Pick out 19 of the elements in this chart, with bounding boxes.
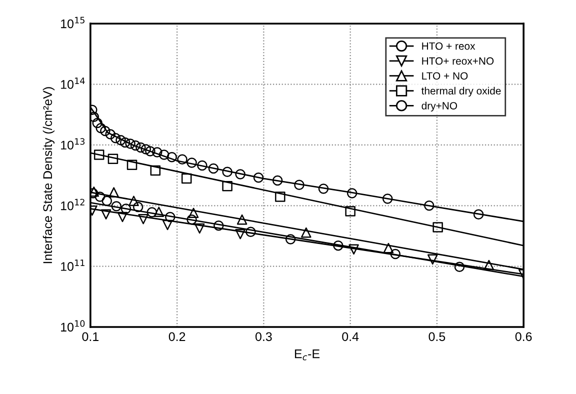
x-tick-label: 0.5 [428,332,446,342]
y-tick-label: 10$^{15}$ [61,16,84,28]
x-tick-label: 0.6 [515,332,532,342]
x-tick-label: 0.3 [255,332,272,342]
legend-label: LTO + NO [422,72,468,80]
x-axis-title: E$_{c}$-E [294,350,320,360]
y-tick-label: 10$^{12}$ [61,198,84,210]
y-tick-label: 10$^{13}$ [61,138,85,150]
x-tick-label: 0.1 [82,332,99,342]
legend-label: thermal dry oxide [421,86,501,97]
legend-label: HTO+ reox+NO [422,57,494,65]
x-tick-label: 0.2 [168,332,186,342]
legend-label: HTO + reox [422,42,476,50]
y-tick-label: 10$^{14}$ [61,78,85,89]
x-tick-label: 0.4 [342,332,359,342]
y-tick-label: 10$^{10}$ [61,320,85,332]
legend-label: dry+NO [422,102,458,112]
y-axis-title: Interface State Density (/cm²eV) [42,87,55,264]
y-tick-label: 10$^{11}$ [61,260,84,271]
